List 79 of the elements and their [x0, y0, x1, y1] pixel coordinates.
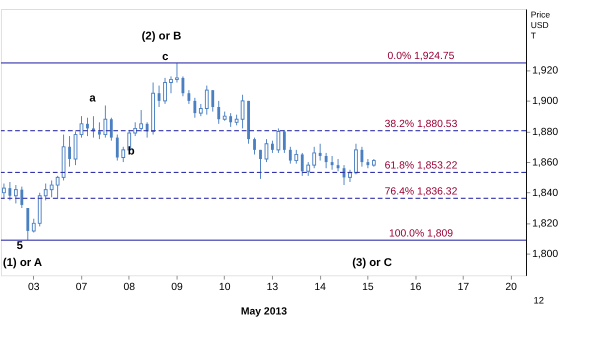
candlestick [175, 62, 179, 83]
x-tick-label: 15 [362, 282, 374, 293]
x-tick-label: 20 [505, 282, 518, 293]
candlestick [276, 128, 280, 154]
candlestick [86, 117, 89, 137]
candlestick [348, 169, 352, 182]
ref-line-label: 38.2% 1,880.53 [384, 118, 458, 130]
y-tick-label: 1,920 [532, 66, 558, 77]
y-tick-label: 1,800 [532, 249, 558, 260]
x-tick-label: 07 [76, 282, 88, 293]
candlestick [139, 110, 144, 132]
candlestick [342, 164, 346, 186]
candlestick [121, 146, 126, 163]
candlestick [360, 146, 364, 168]
candlestick [259, 149, 262, 180]
candlestick [222, 111, 227, 122]
y-axis-title: Price USD T [530, 10, 550, 40]
candlestick [198, 103, 203, 117]
candlestick [32, 218, 36, 233]
x-tick-label: 08 [123, 282, 136, 293]
candlestick [98, 122, 101, 140]
candlestick [80, 116, 84, 138]
candlestick [282, 129, 286, 154]
candlestick [204, 85, 209, 116]
candlestick [306, 162, 310, 176]
annotation: (2) or B [142, 30, 182, 42]
text: 12 [534, 296, 544, 307]
ref-line-label: 61.8% 1,853.22 [384, 160, 458, 172]
annotation: c [162, 51, 168, 64]
x-tick-label: 13 [266, 282, 278, 293]
candlestick [8, 182, 12, 201]
x-tick-label: 09 [171, 282, 183, 293]
candlestick [330, 155, 334, 170]
candlestick [50, 180, 54, 198]
ref-line-label: 0.0% 1,924.75 [388, 51, 455, 62]
candlestick [133, 122, 138, 137]
ref-line-label: 76.4% 1,836.32 [384, 186, 458, 198]
candlestick [182, 76, 184, 97]
annotation: b [128, 145, 135, 158]
candlestick [253, 137, 256, 155]
candlestick [158, 85, 160, 108]
x-tick-label: 17 [458, 282, 470, 293]
candlestick [146, 122, 149, 138]
candlestick [193, 97, 196, 118]
candlestick [354, 143, 358, 175]
x-tick-label: 16 [410, 282, 422, 293]
y-tick-label: 1,900 [532, 96, 558, 108]
x-tick-label: 03 [28, 282, 40, 293]
candlestick [336, 158, 340, 172]
candlestick [68, 136, 71, 168]
candlestick [312, 146, 316, 169]
candlestick [163, 77, 167, 104]
x-tick-label: 10 [218, 282, 231, 293]
candlestick [366, 158, 370, 169]
candlestick [229, 112, 232, 128]
x-tick-label: 14 [314, 282, 326, 293]
y-tick-label: 1,860 [532, 157, 558, 168]
y-tick-label: 1,880 [532, 126, 558, 138]
candlestick [14, 184, 18, 204]
candlestick [44, 183, 48, 201]
y-tick-label: 1,820 [532, 218, 558, 230]
candlestick [187, 90, 190, 104]
y-tick-label: 1,840 [532, 188, 558, 200]
ref-line-label: 100.0% 1,809 [388, 228, 454, 240]
candlestick [324, 152, 328, 169]
annotation: (1) or A [2, 256, 42, 269]
annotation: 5 [16, 240, 23, 252]
candlestick [56, 175, 60, 200]
annotation: a [89, 92, 96, 105]
candlestick [294, 149, 298, 164]
candlestick [103, 104, 108, 138]
candlestick [271, 140, 274, 154]
candlestick [318, 143, 322, 162]
candlestick [234, 114, 239, 126]
x-axis-title: May 2013 [240, 306, 288, 318]
candlestick [240, 94, 244, 129]
annotation: (3) or C [352, 256, 392, 269]
candlestick [169, 76, 173, 94]
candlestick [264, 138, 268, 163]
